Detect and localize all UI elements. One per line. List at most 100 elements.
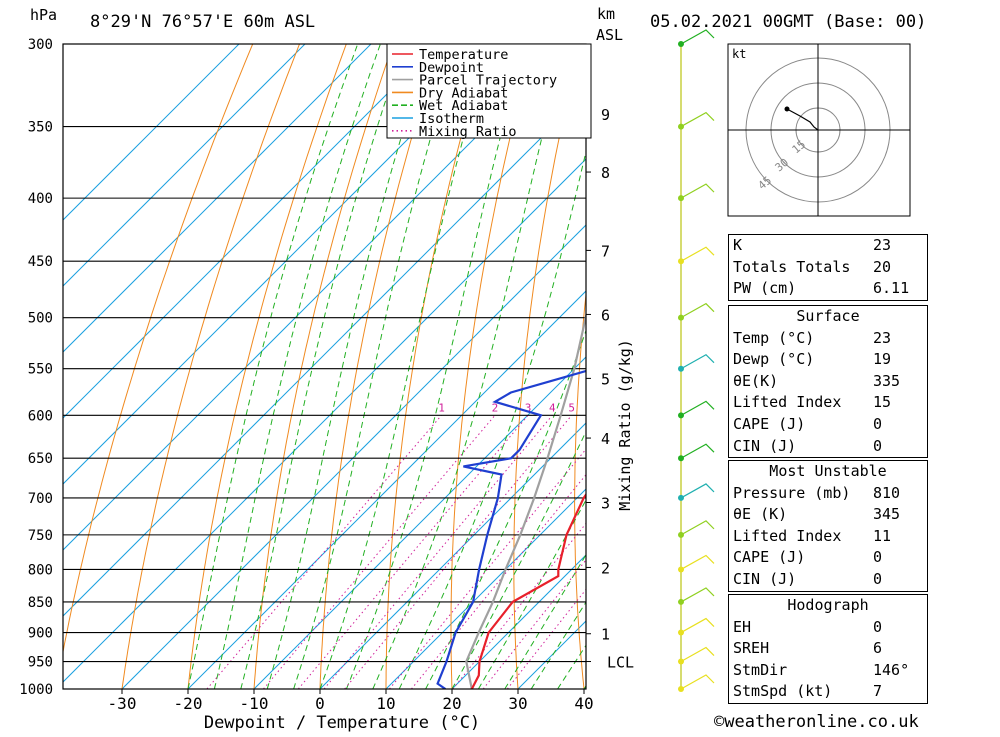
pressure-tick-label: 750 (28, 528, 53, 544)
wind-barb (681, 648, 714, 662)
pressure-tick-label: 850 (28, 595, 53, 611)
pressure-tick-label: 700 (28, 491, 53, 507)
pressure-tick-label: 600 (28, 408, 53, 424)
pressure-tick-label: 500 (28, 311, 53, 327)
wet-adiabat-line (214, 44, 380, 689)
x-axis-label: Dewpoint / Temperature (°C) (204, 713, 480, 733)
km-tick-label: 5 (601, 370, 610, 388)
surface-table: Surface Temp (°C)23 Dewp (°C)19 θE(K)335… (728, 305, 928, 458)
wet-adiabat-line (373, 44, 566, 689)
mixing-ratio-axis-label: Mixing Ratio (g/kg) (616, 339, 634, 511)
wind-barb (681, 401, 714, 415)
km-tick-label: 4 (601, 430, 610, 448)
x-tick-label: -30 (108, 694, 137, 713)
hpa-unit-label: hPa (30, 6, 57, 24)
dry-adiabat-line (634, 44, 674, 689)
location-title: 8°29'N 76°57'E 60m ASL (90, 12, 315, 32)
wind-barb (681, 555, 714, 569)
pressure-tick-label: 550 (28, 362, 53, 378)
wind-barb (681, 675, 714, 689)
most-unstable-table: Most Unstable Pressure (mb)810 θE (K)345… (728, 460, 928, 592)
surface-row: Dewp (°C)19 (729, 349, 927, 371)
most-unstable-row: θE (K)345 (729, 504, 927, 526)
mixing-ratio-line (324, 415, 552, 689)
most-unstable-title: Most Unstable (729, 461, 927, 483)
wind-barb (681, 184, 714, 198)
wind-barb (681, 444, 714, 458)
lcl-label: LCL (607, 654, 634, 672)
surface-row: CIN (J)0 (729, 436, 927, 458)
isotherm-line (0, 44, 635, 689)
km-tick-label: 2 (601, 559, 610, 577)
dry-adiabat-line (56, 44, 253, 689)
km-tick-label: 3 (601, 494, 610, 512)
most-unstable-row: CIN (J)0 (729, 569, 927, 591)
wind-profile (678, 30, 714, 692)
x-tick-label: 0 (315, 694, 325, 713)
datetime-title: 05.02.2021 00GMT (Base: 00) (650, 12, 926, 32)
dry-adiabat-line (953, 44, 1000, 689)
surface-row: CAPE (J)0 (729, 414, 927, 436)
wind-barb (681, 521, 714, 535)
mixing-ratio-line (207, 415, 442, 689)
km-tick-label: 9 (601, 106, 610, 124)
x-tick-label: 30 (508, 694, 527, 713)
km-unit-label: km (597, 5, 615, 23)
indices-row: PW (cm)6.11 (729, 278, 927, 300)
pressure-tick-label: 800 (28, 562, 53, 578)
isotherm-line (56, 44, 701, 689)
x-tick-label: 10 (376, 694, 395, 713)
dry-adiabat-line (320, 44, 440, 689)
surface-row: Temp (°C)23 (729, 328, 927, 350)
most-unstable-row: CAPE (J)0 (729, 547, 927, 569)
isotherm-line (0, 44, 371, 689)
km-tick-label: 7 (601, 242, 610, 260)
asl-unit-label: ASL (596, 26, 623, 44)
legend-label: Mixing Ratio (419, 124, 517, 140)
wind-barb (681, 113, 714, 127)
pressure-tick-label: 350 (28, 120, 53, 136)
wind-barb (681, 30, 714, 44)
pressure-tick-label: 400 (28, 191, 53, 207)
x-tick-label: -10 (240, 694, 269, 713)
mixing-ratio-line (263, 415, 495, 689)
wind-barb (681, 304, 714, 318)
mixing-ratio-label: 5 (568, 401, 575, 414)
dry-adiabat-line (122, 44, 300, 689)
most-unstable-row: Pressure (mb)810 (729, 483, 927, 505)
surface-title: Surface (729, 306, 927, 328)
mixing-ratio-label: 15 (667, 401, 680, 414)
wet-adiabat-line (294, 44, 459, 689)
wind-barb (681, 619, 714, 633)
x-tick-label: 40 (574, 694, 593, 713)
dry-adiabat-line (386, 44, 487, 689)
wind-barb (681, 588, 714, 602)
pressure-tick-label: 900 (28, 626, 53, 642)
hodograph-point (785, 107, 790, 112)
isotherm-line (122, 44, 767, 689)
km-tick-label: 6 (601, 306, 610, 324)
pressure-tick-label: 1000 (19, 682, 53, 698)
hodograph-unit-label: kt (732, 47, 746, 61)
dry-adiabat-line (691, 44, 721, 689)
plot-frame (63, 44, 586, 689)
pressure-tick-label: 650 (28, 451, 53, 467)
km-tick-label: 1 (601, 626, 610, 644)
km-tick-label: 8 (601, 164, 610, 182)
wind-barb (681, 484, 714, 498)
copyright-text: ©weatheronline.co.uk (714, 712, 919, 732)
pressure-tick-label: 300 (28, 37, 53, 53)
pressure-tick-label: 450 (28, 254, 53, 270)
dry-adiabat-line (514, 44, 580, 689)
